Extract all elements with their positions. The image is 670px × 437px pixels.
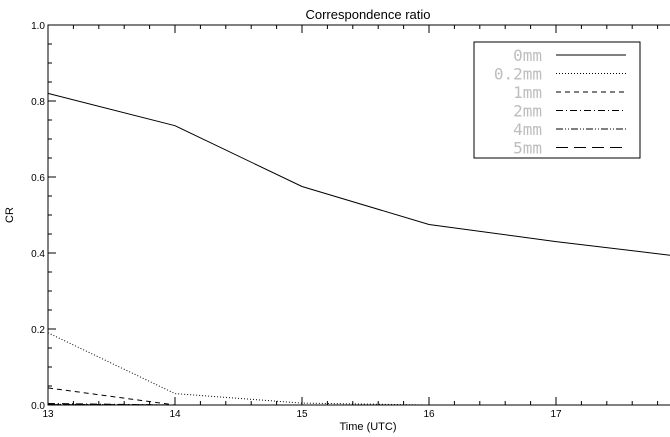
series-line-0.2mm	[47, 332, 670, 406]
legend-label: 1mm	[513, 83, 542, 102]
x-axis-label: Time (UTC)	[339, 421, 396, 433]
legend-label: 0mm	[513, 46, 542, 65]
y-tick-label: 0.4	[31, 249, 45, 260]
legend-label: 0.2mm	[494, 65, 542, 84]
series-line-0mm	[47, 92, 670, 256]
y-tick-label: 1.0	[31, 21, 45, 32]
y-tick-label: 0.8	[31, 97, 45, 108]
chart-title: Correspondence ratio	[305, 7, 430, 22]
x-tick-label: 14	[169, 409, 181, 420]
x-tick-label: 13	[42, 409, 54, 420]
series-lines	[47, 92, 670, 406]
y-tick-label: 0.6	[31, 173, 45, 184]
x-tick-label: 17	[550, 409, 562, 420]
x-tick-label: 15	[296, 409, 308, 420]
x-tick-label: 16	[423, 409, 435, 420]
legend-box	[473, 41, 641, 159]
y-tick-label: 0.0	[31, 401, 45, 412]
y-axis-label: CR	[4, 207, 16, 223]
series-line-1mm	[47, 387, 670, 406]
legend-label: 4mm	[513, 120, 542, 139]
y-tick-label: 0.2	[31, 325, 45, 336]
legend-label: 2mm	[513, 102, 542, 121]
axis-tick-labels: 1314151617180.00.20.40.60.81.0	[31, 21, 562, 420]
legend-label: 5mm	[513, 139, 542, 158]
